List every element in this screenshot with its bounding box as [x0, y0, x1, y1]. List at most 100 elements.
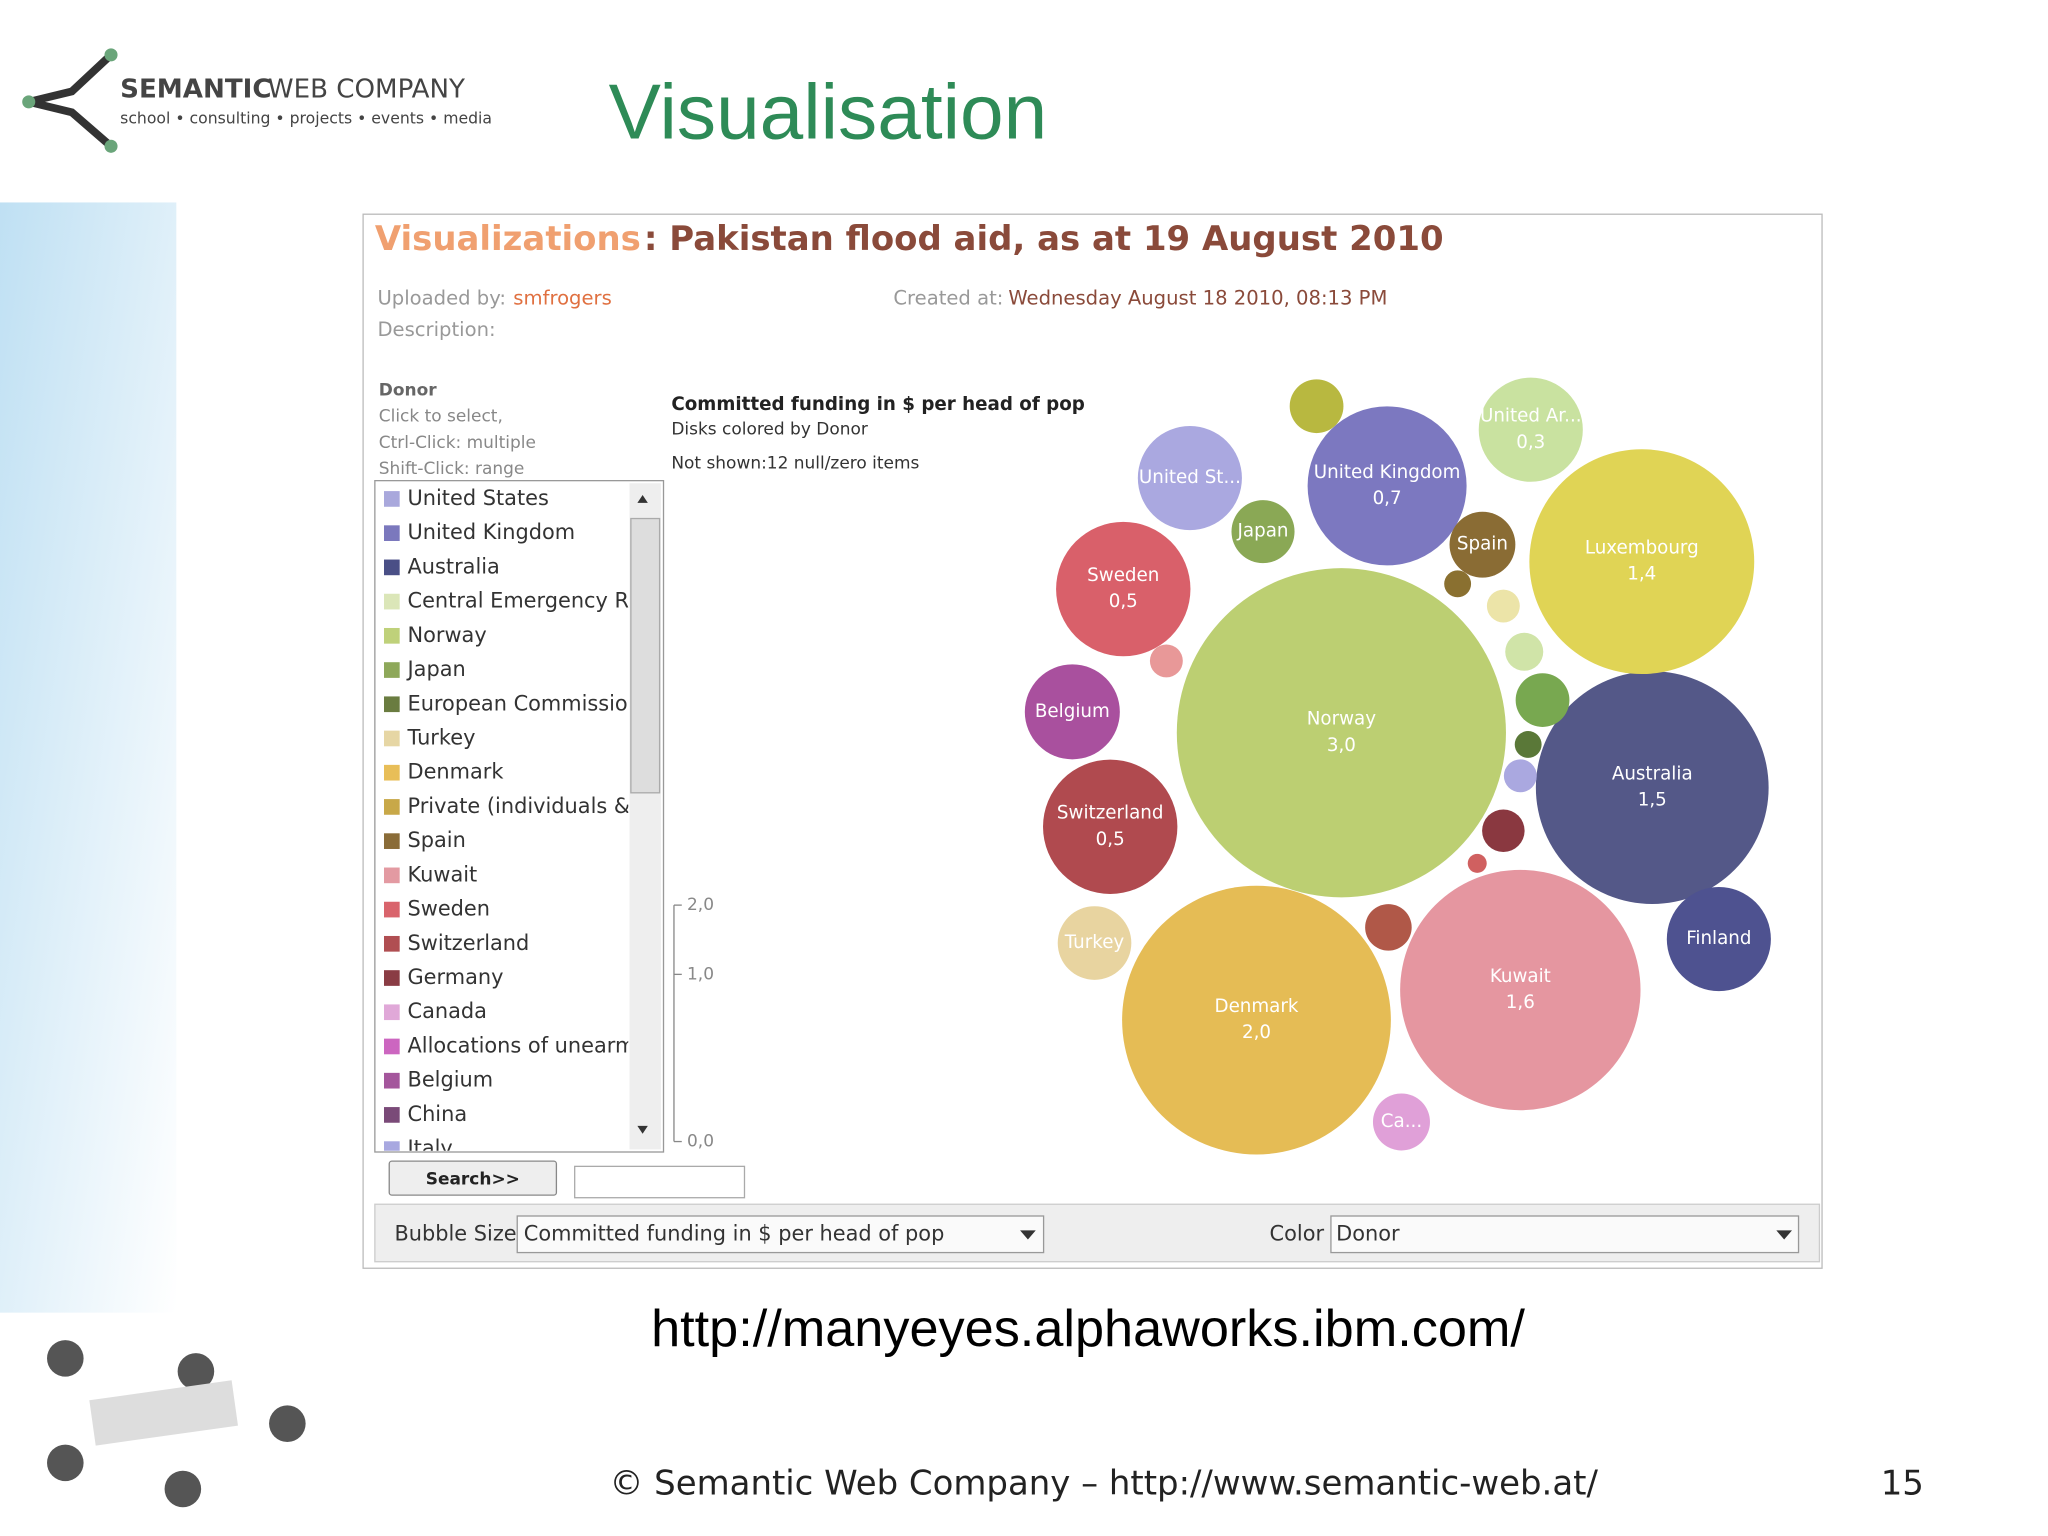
chart-subtitle: Disks colored by Donor [671, 420, 867, 440]
bubble[interactable] [1482, 809, 1525, 852]
bubble[interactable] [1289, 379, 1344, 434]
donor-item[interactable]: Allocations of unearma [408, 1033, 649, 1057]
donor-item[interactable]: Kuwait [408, 862, 478, 886]
hint: Click to select, [379, 407, 503, 427]
created-label: Created at: [893, 287, 1003, 310]
bubble[interactable] [1122, 885, 1391, 1155]
donor-items: United States United Kingdom Australia Cent… [384, 486, 649, 1160]
color-dropdown[interactable] [1330, 1215, 1800, 1254]
bubble[interactable] [1365, 904, 1412, 951]
donor-item[interactable]: Switzerland [408, 931, 530, 955]
color-value: Donor [1336, 1221, 1400, 1245]
bubble[interactable] [1024, 664, 1120, 760]
search-button-label: Search>> [426, 1169, 520, 1189]
donor-swatch [384, 525, 400, 541]
bubble[interactable] [1515, 673, 1570, 727]
donor-swatch [384, 799, 400, 815]
bubble[interactable] [1529, 449, 1755, 675]
bubble[interactable] [1137, 425, 1242, 531]
bubble-label: Denmark [1215, 996, 1299, 1017]
hint: Ctrl-Click: multiple [379, 433, 536, 453]
bubble[interactable] [1057, 906, 1132, 980]
donor-item[interactable]: European Commission [408, 691, 641, 715]
bubble-value-label: 0,7 [1373, 488, 1402, 509]
donor-swatch [384, 593, 400, 610]
chart-title: Committed funding in $ per head of pop [671, 394, 1085, 415]
donor-item[interactable]: Central Emergency Re [408, 589, 641, 613]
description-label: Description: [377, 318, 495, 341]
side-strip [0, 202, 177, 1313]
bubble[interactable] [1503, 759, 1537, 793]
search-button[interactable] [388, 1160, 558, 1196]
bubble[interactable] [1372, 1093, 1430, 1151]
bubble[interactable] [1514, 731, 1542, 758]
bubble-label: Kuwait [1490, 966, 1551, 987]
donor-item[interactable]: United Kingdom [408, 520, 576, 544]
donor-swatch [384, 1141, 400, 1151]
footer-url: http://manyeyes.alphaworks.ibm.com/ [651, 1300, 1525, 1358]
donor-item[interactable]: Sweden [408, 897, 491, 921]
bubble-label: Japan [1237, 521, 1289, 542]
donor-item[interactable]: Japan [406, 657, 466, 681]
donor-item[interactable]: China [408, 1102, 468, 1126]
search-input[interactable] [574, 1165, 746, 1199]
donor-item[interactable]: Private (individuals & c [408, 794, 649, 818]
scroll-thumb[interactable] [630, 517, 661, 794]
bubble-value-label: 1,4 [1627, 564, 1656, 585]
bubble-label: Spain [1457, 534, 1508, 555]
heading-prefix: Visualizations [375, 219, 641, 259]
donor-swatch [384, 867, 400, 884]
bubble[interactable] [1449, 511, 1516, 578]
bubble[interactable] [1307, 406, 1467, 566]
size-tick-label: 2,0 [687, 895, 714, 915]
donor-swatch [384, 491, 400, 507]
bubble[interactable] [1231, 500, 1295, 564]
heading: : Pakistan flood aid, as at 19 August 20… [644, 219, 1444, 259]
bubble[interactable] [1535, 671, 1769, 904]
bubble[interactable] [1400, 869, 1641, 1111]
decor-figures [47, 1340, 306, 1508]
donor-swatch [384, 730, 400, 747]
donor-item[interactable]: Canada [408, 999, 487, 1023]
donor-swatch [384, 627, 400, 644]
donor-item[interactable]: Belgium [408, 1068, 494, 1092]
donor-swatch [384, 1072, 400, 1089]
tagline: school • consulting • projects • events … [120, 108, 492, 127]
size-tick-label: 1,0 [687, 964, 714, 984]
donor-item[interactable]: Germany [408, 965, 504, 989]
donor-swatch [384, 662, 400, 678]
bubble[interactable] [1149, 644, 1183, 678]
donor-item[interactable]: Turkey [407, 725, 476, 749]
bubble[interactable] [1043, 759, 1178, 894]
donor-list[interactable] [374, 479, 665, 1153]
uploader: smfrogers [513, 287, 611, 310]
size-dropdown[interactable] [516, 1215, 1045, 1254]
company-bold: SEMANTIC [120, 75, 271, 105]
donor-swatch [384, 1038, 400, 1055]
bubble[interactable] [1486, 589, 1520, 623]
donor-item[interactable]: Italy [408, 1136, 453, 1160]
company-rest: WEB COMPANY [268, 75, 465, 105]
chart-note: Not shown:12 null/zero items [671, 454, 919, 474]
bubble[interactable] [1444, 570, 1472, 598]
bubble[interactable] [1176, 568, 1506, 898]
bubble-value-label: 0,3 [1516, 432, 1545, 453]
bubble[interactable] [1478, 377, 1583, 482]
created: Wednesday August 18 2010, 08:13 PM [1008, 287, 1387, 310]
bubble-label: Switzerland [1057, 803, 1164, 824]
bubble[interactable] [1056, 521, 1191, 657]
donor-item[interactable]: Norway [408, 623, 487, 647]
bubble[interactable] [1467, 853, 1487, 873]
bubble-label: Ca... [1381, 1111, 1422, 1132]
bubble-label: United Kingdom [1314, 462, 1461, 483]
bubble[interactable] [1505, 632, 1544, 671]
donor-item[interactable]: Spain [408, 828, 466, 852]
donor-item[interactable]: United States [408, 486, 549, 510]
donor-swatch [384, 901, 400, 918]
donor-heading: Donor [379, 381, 437, 401]
uploaded-label: Uploaded by: [377, 287, 505, 310]
donor-item[interactable]: Australia [408, 554, 500, 578]
bubble[interactable] [1666, 887, 1771, 992]
donor-item[interactable]: Denmark [408, 760, 505, 784]
